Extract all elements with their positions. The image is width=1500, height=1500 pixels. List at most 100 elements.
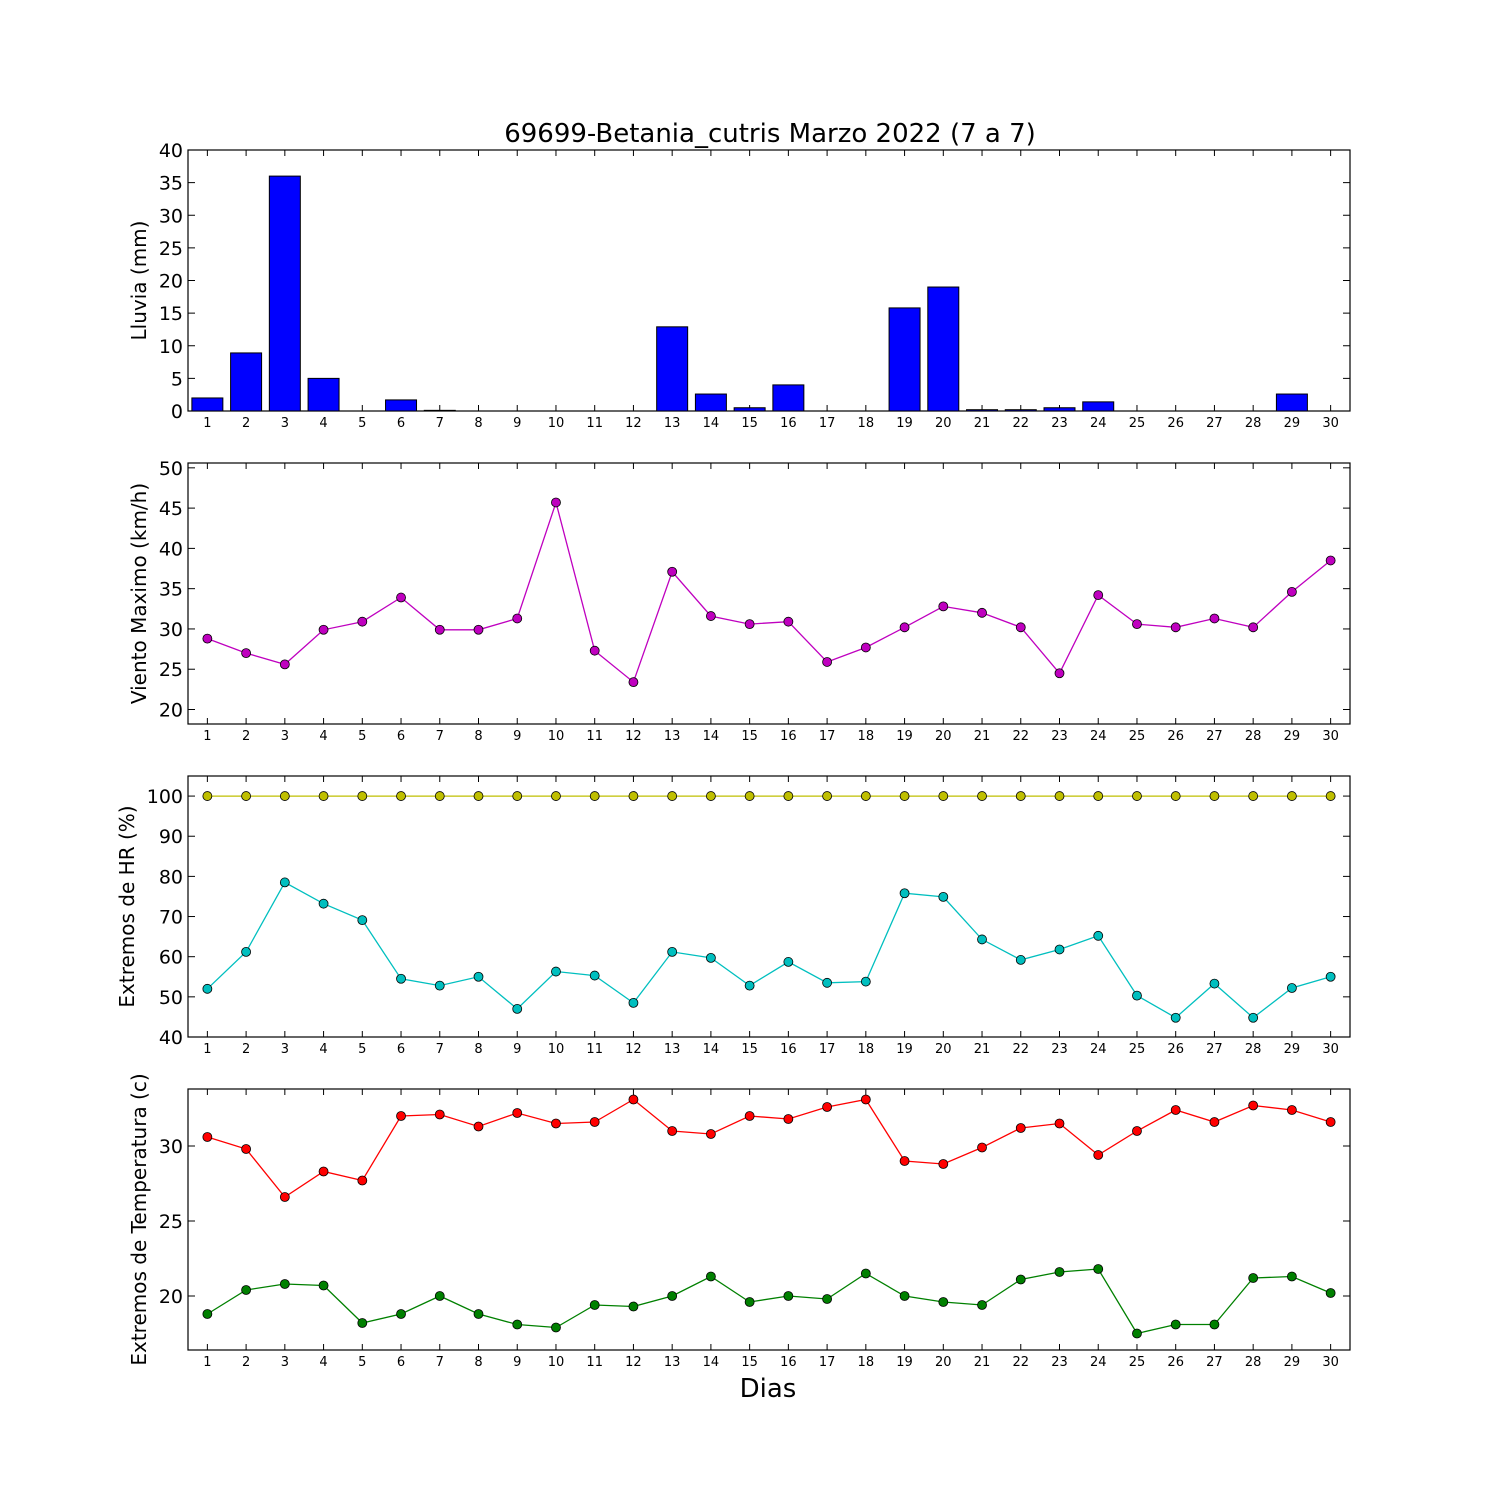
x-tick-label: 23: [1051, 729, 1068, 744]
data-point: [512, 1108, 523, 1118]
y-tick-label: 25: [159, 1211, 183, 1233]
x-tick-label: 24: [1090, 1355, 1107, 1370]
data-point: [434, 624, 445, 635]
y-tick-label: 50: [159, 987, 183, 1009]
data-point: [1248, 1273, 1259, 1283]
data-point: [1132, 1328, 1142, 1339]
x-tick-label: 2: [242, 1355, 250, 1370]
bar: [1004, 409, 1037, 412]
data-point: [589, 1117, 600, 1127]
x-tick-label: 17: [819, 729, 836, 744]
data-point: [667, 566, 678, 577]
data-point: [1132, 619, 1142, 630]
series-line: [207, 500, 1332, 684]
data-point: [1054, 1267, 1065, 1277]
x-tick-label: 9: [513, 1042, 521, 1057]
y-axis-label: Lluvia (mm): [127, 221, 151, 341]
data-point: [396, 1111, 406, 1121]
data-point: [783, 1114, 794, 1124]
data-point: [1325, 555, 1336, 566]
data-point: [628, 1301, 639, 1312]
x-tick-label: 28: [1245, 416, 1262, 431]
bar: [1275, 393, 1308, 412]
data-point: [202, 633, 213, 644]
data-point: [1132, 990, 1142, 1001]
x-tick-label: 25: [1129, 1355, 1146, 1370]
data-point: [202, 1132, 213, 1142]
x-tick-label: 25: [1129, 1042, 1146, 1057]
y-tick-label: 35: [159, 173, 183, 195]
data-point: [473, 624, 484, 635]
x-tick-label: 15: [741, 1042, 758, 1057]
x-tick-label: 8: [474, 1355, 482, 1370]
x-tick-label: 5: [358, 416, 366, 431]
x-tick-label: 20: [935, 416, 952, 431]
x-tick-label: 25: [1129, 729, 1146, 744]
x-tick-label: 13: [664, 1355, 681, 1370]
x-tick-label: 24: [1090, 416, 1107, 431]
x-tick-label: 6: [397, 416, 405, 431]
x-tick-label: 19: [896, 416, 913, 431]
data-point: [1209, 791, 1220, 801]
series-line: [207, 1098, 1331, 1198]
data-point: [1054, 668, 1065, 679]
y-tick-label: 25: [159, 238, 183, 260]
data-point: [1287, 791, 1297, 801]
data-point: [822, 657, 832, 667]
x-tick-label: 23: [1051, 416, 1068, 431]
data-point: [744, 619, 755, 630]
x-tick-label: 1: [203, 416, 211, 431]
y-tick-label: 45: [159, 498, 183, 520]
x-tick-label: 30: [1322, 1355, 1339, 1370]
data-point: [938, 1159, 949, 1169]
y-tick-label: 20: [159, 700, 183, 722]
data-point: [473, 971, 484, 982]
data-point: [899, 791, 910, 801]
data-point: [1015, 791, 1026, 801]
x-tick-label: 25: [1129, 416, 1146, 431]
x-tick-label: 22: [1012, 416, 1029, 431]
data-point: [279, 1279, 290, 1289]
data-point: [551, 791, 561, 801]
data-point: [434, 980, 445, 991]
x-tick-label: 1: [203, 729, 211, 744]
data-point: [202, 983, 213, 994]
x-tick-label: 29: [1284, 729, 1301, 744]
x-tick-label: 30: [1322, 729, 1339, 744]
x-tick-label: 24: [1090, 729, 1107, 744]
data-point: [1170, 1105, 1181, 1115]
data-point: [667, 791, 678, 801]
y-tick-label: 20: [159, 1286, 183, 1308]
x-tick-label: 13: [664, 416, 681, 431]
x-tick-label: 2: [242, 416, 250, 431]
bar: [423, 409, 456, 412]
x-tick-label: 7: [436, 1042, 444, 1057]
x-tick-label: 4: [319, 416, 327, 431]
data-point: [279, 791, 290, 801]
x-tick-label: 11: [586, 1355, 603, 1370]
data-point: [396, 1309, 406, 1319]
x-tick-label: 14: [703, 1355, 720, 1370]
bar: [888, 307, 921, 412]
data-point: [589, 1300, 600, 1310]
y-tick-label: 15: [159, 303, 183, 325]
data-point: [1287, 1105, 1297, 1115]
bar: [656, 326, 689, 412]
y-tick-label: 80: [159, 866, 183, 888]
data-point: [241, 791, 252, 801]
data-point: [202, 791, 213, 801]
x-tick-label: 3: [281, 1355, 289, 1370]
x-tick-label: 18: [858, 729, 875, 744]
x-tick-label: 5: [358, 729, 366, 744]
data-point: [434, 1109, 445, 1120]
data-point: [473, 1121, 484, 1132]
y-tick-label: 25: [159, 659, 183, 681]
y-tick-label: 40: [159, 1027, 183, 1049]
x-tick-label: 2: [242, 1042, 250, 1057]
data-point: [899, 1156, 910, 1166]
bar: [733, 407, 766, 412]
